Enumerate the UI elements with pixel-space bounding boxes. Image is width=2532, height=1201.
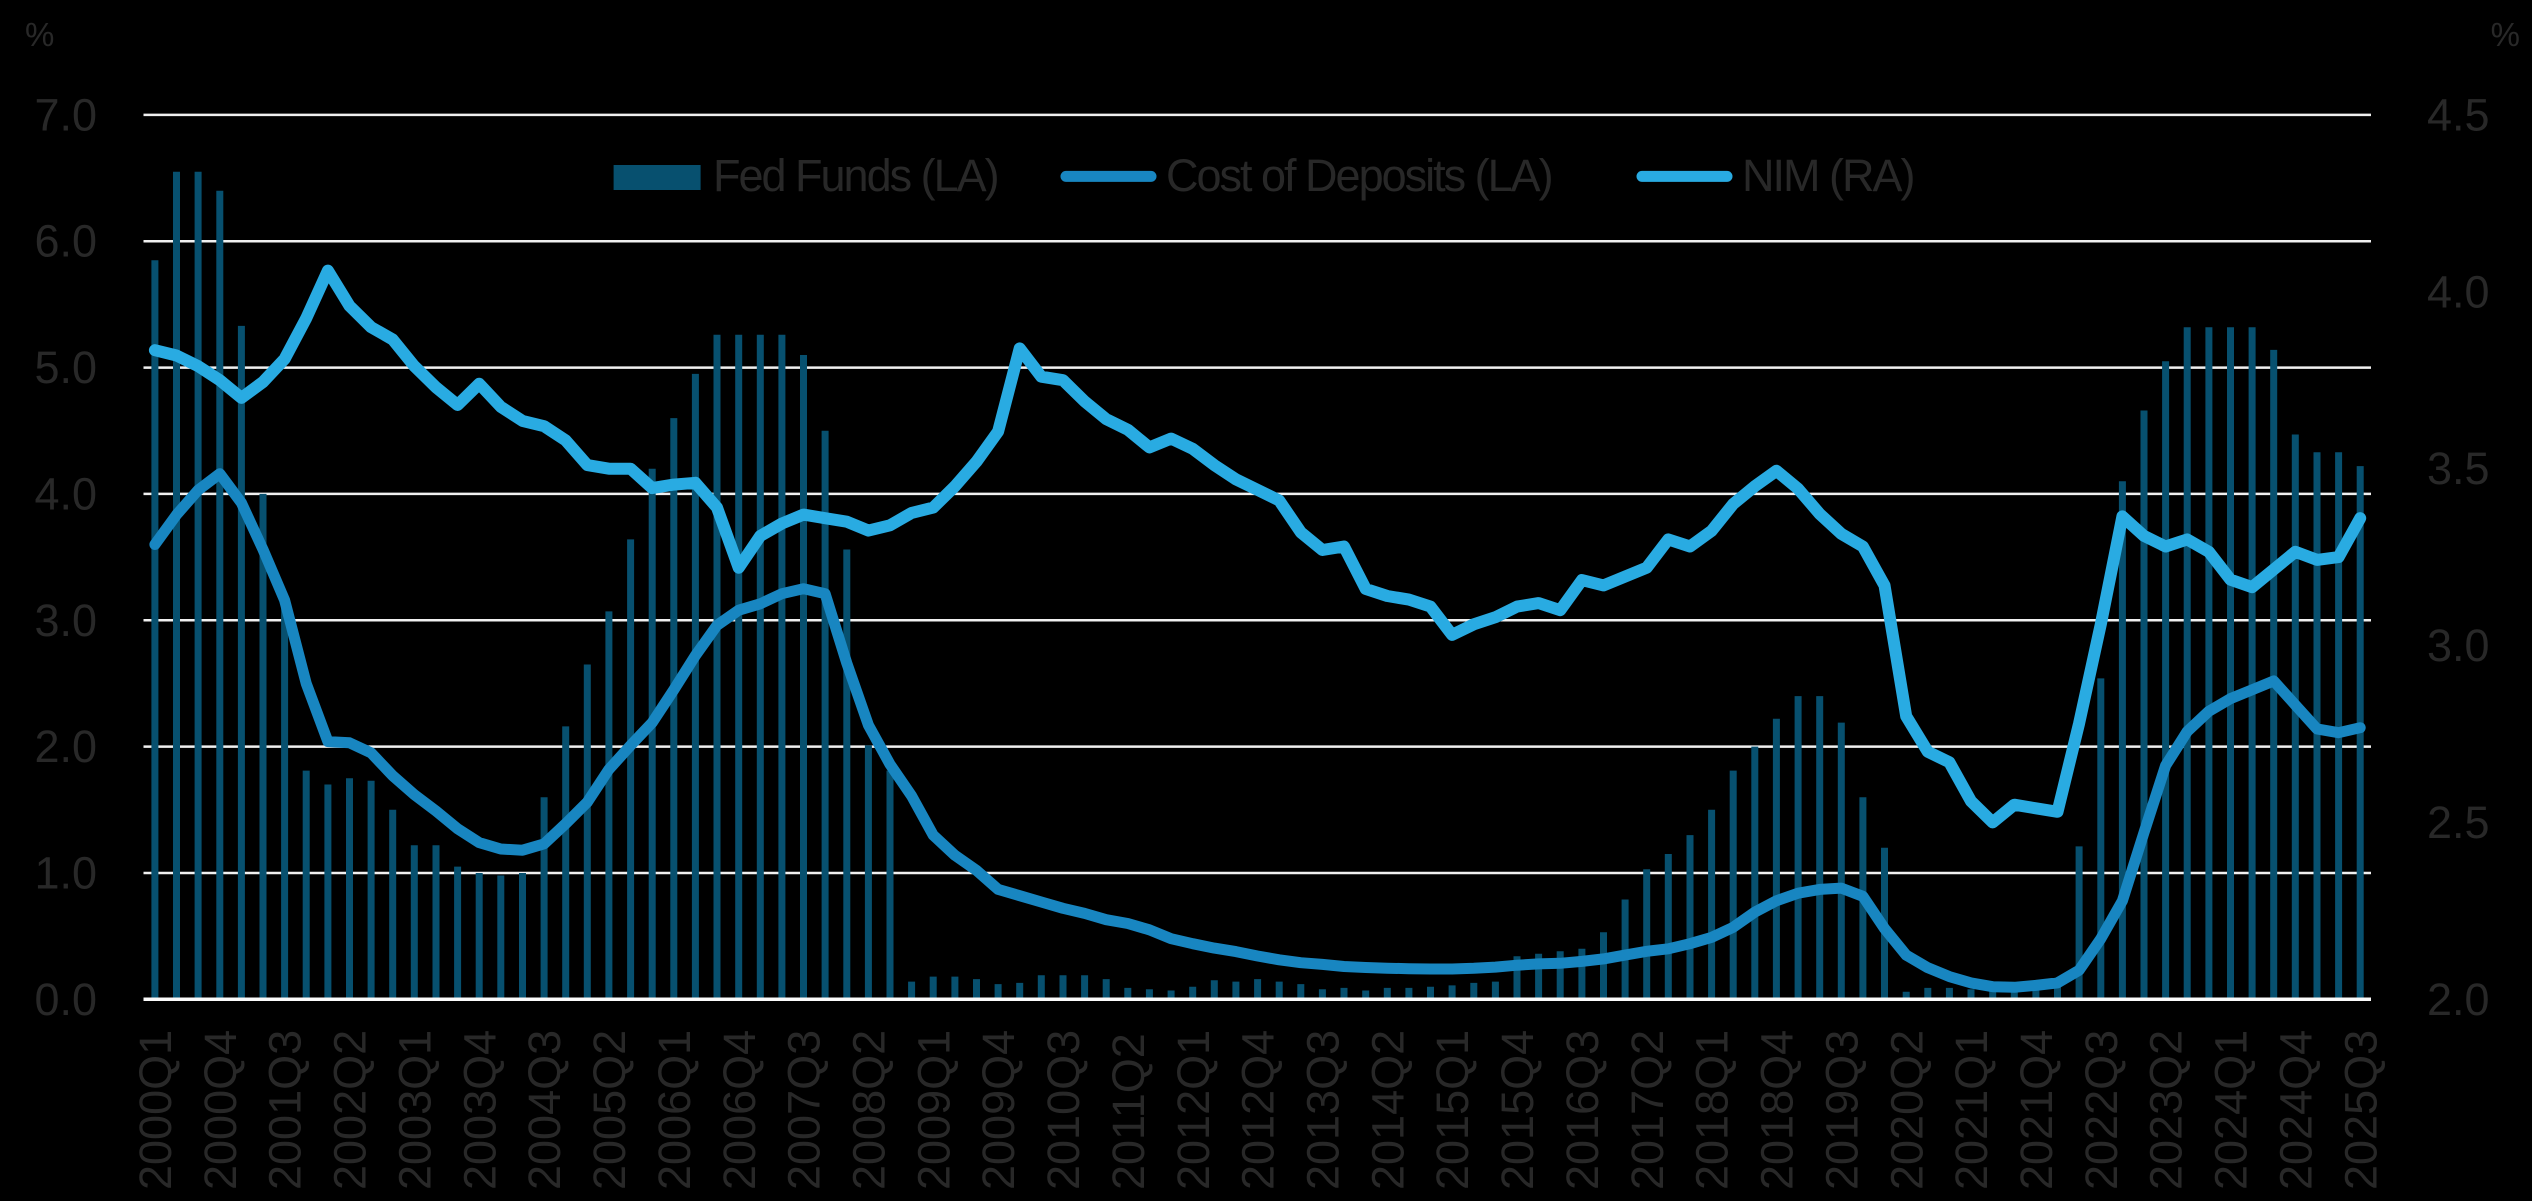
svg-text:Cost of Deposits (LA): Cost of Deposits (LA) [1166, 150, 1552, 201]
svg-text:2024Q1: 2024Q1 [2206, 1030, 2257, 1190]
svg-text:2006Q4: 2006Q4 [714, 1030, 765, 1190]
svg-text:2003Q1: 2003Q1 [389, 1030, 440, 1190]
svg-text:0.0: 0.0 [34, 974, 97, 1025]
svg-text:2012Q4: 2012Q4 [1233, 1030, 1284, 1190]
svg-text:2011Q2: 2011Q2 [1103, 1033, 1154, 1190]
svg-text:3.0: 3.0 [2427, 620, 2490, 671]
svg-text:2007Q3: 2007Q3 [779, 1030, 830, 1190]
svg-text:2022Q3: 2022Q3 [2076, 1030, 2127, 1190]
svg-text:2000Q4: 2000Q4 [195, 1030, 246, 1190]
svg-text:2024Q4: 2024Q4 [2270, 1030, 2321, 1190]
svg-text:2018Q1: 2018Q1 [1687, 1030, 1738, 1190]
svg-text:2015Q4: 2015Q4 [1492, 1030, 1543, 1190]
svg-text:2.0: 2.0 [2427, 974, 2490, 1025]
svg-text:2008Q2: 2008Q2 [844, 1030, 895, 1190]
svg-text:2.0: 2.0 [34, 721, 97, 772]
svg-text:5.0: 5.0 [34, 342, 97, 393]
svg-text:4.5: 4.5 [2427, 89, 2490, 140]
svg-text:2018Q4: 2018Q4 [1752, 1030, 1803, 1190]
svg-text:Fed Funds (LA): Fed Funds (LA) [713, 150, 998, 201]
svg-text:%: % [25, 16, 54, 53]
svg-text:6.0: 6.0 [34, 216, 97, 267]
svg-text:1.0: 1.0 [34, 848, 97, 899]
svg-text:2025Q3: 2025Q3 [2335, 1030, 2386, 1190]
svg-text:2003Q4: 2003Q4 [454, 1030, 505, 1190]
svg-text:2006Q1: 2006Q1 [649, 1030, 700, 1190]
svg-text:4.0: 4.0 [2427, 266, 2490, 317]
svg-text:2010Q3: 2010Q3 [1038, 1030, 1089, 1190]
svg-text:3.5: 3.5 [2427, 443, 2490, 494]
svg-text:2009Q4: 2009Q4 [973, 1030, 1024, 1190]
svg-text:2015Q1: 2015Q1 [1427, 1030, 1478, 1190]
svg-text:3.0: 3.0 [34, 595, 97, 646]
svg-text:2009Q1: 2009Q1 [908, 1030, 959, 1190]
svg-text:2019Q3: 2019Q3 [1816, 1030, 1867, 1190]
svg-text:2017Q2: 2017Q2 [1622, 1030, 1673, 1190]
svg-text:2013Q3: 2013Q3 [1298, 1030, 1349, 1190]
svg-text:2000Q1: 2000Q1 [130, 1030, 181, 1190]
svg-text:2002Q2: 2002Q2 [325, 1030, 376, 1190]
svg-text:4.0: 4.0 [34, 468, 97, 519]
svg-text:2023Q2: 2023Q2 [2141, 1030, 2192, 1190]
svg-text:NIM (RA): NIM (RA) [1742, 150, 1913, 201]
svg-text:%: % [2491, 16, 2520, 53]
svg-text:2012Q1: 2012Q1 [1168, 1030, 1219, 1190]
svg-text:7.0: 7.0 [34, 89, 97, 140]
svg-text:2021Q1: 2021Q1 [1946, 1030, 1997, 1190]
svg-text:2.5: 2.5 [2427, 797, 2490, 848]
svg-text:2001Q3: 2001Q3 [260, 1030, 311, 1190]
svg-text:2020Q2: 2020Q2 [1881, 1030, 1932, 1190]
svg-text:2014Q2: 2014Q2 [1362, 1030, 1413, 1190]
svg-text:2005Q2: 2005Q2 [584, 1030, 635, 1190]
svg-text:2016Q3: 2016Q3 [1557, 1030, 1608, 1190]
svg-text:2004Q3: 2004Q3 [519, 1030, 570, 1190]
svg-text:2021Q4: 2021Q4 [2011, 1030, 2062, 1190]
